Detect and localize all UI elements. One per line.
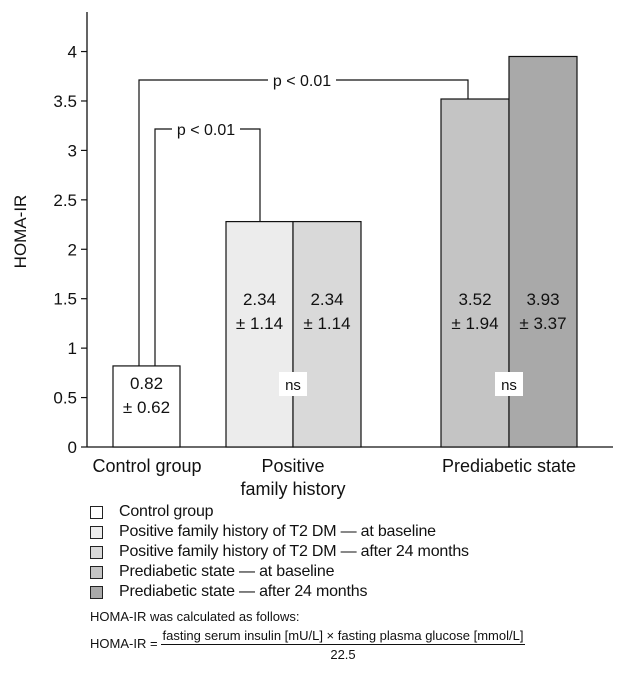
bar-sd-label: ± 1.14: [236, 314, 283, 333]
x-category-label-prediabetic: Prediabetic state: [442, 456, 576, 476]
homa-ir-bar-chart: 0 0.5 1 1.5 2 2.5 3 3.5 4 HOMA-IR 0.82 ± 0.62 2.34 ± …: [11, 12, 613, 499]
formula-fraction: fasting serum insulin [mU/L] × fasting p…: [160, 628, 526, 662]
significance-bracket-outer: [138, 79, 469, 366]
y-tick-label: 1.5: [53, 290, 77, 309]
y-axis-label: HOMA-IR: [11, 195, 30, 269]
bar-sd-label: ± 1.14: [303, 314, 350, 333]
ns-label-bg: [495, 372, 523, 396]
ns-label: ns: [285, 377, 301, 394]
x-category-label-family: Positive: [261, 456, 324, 476]
bar: [112, 365, 181, 448]
legend-swatch: [90, 565, 103, 579]
bar-value-label: 3.52: [458, 290, 491, 309]
bar: [225, 220, 294, 448]
legend-label: Positive family history of T2 DM — at ba…: [119, 523, 436, 540]
legend-item-prediabetic-24m: Prediabetic state — after 24 months: [90, 582, 469, 602]
significance-bracket-inner: [154, 128, 261, 366]
legend-swatch: [90, 505, 103, 519]
bar-sd-label: ± 1.94: [451, 314, 498, 333]
legend-item-control: Control group: [90, 502, 469, 522]
x-category-label-family-line2: family history: [240, 479, 345, 499]
formula-denominator: 22.5: [330, 647, 356, 662]
legend-swatch: [90, 585, 103, 599]
x-category-label-control: Control group: [92, 456, 201, 476]
legend-label: Prediabetic state — at baseline: [119, 563, 335, 580]
legend-label: Control group: [119, 503, 214, 520]
y-tick-label: 3.5: [53, 92, 77, 111]
legend-label: Positive family history of T2 DM — after…: [119, 543, 469, 560]
bar: [292, 220, 362, 448]
bar-sd-label: ± 0.62: [123, 398, 170, 417]
bar-sd-label: ± 3.37: [519, 314, 566, 333]
ns-label: ns: [501, 377, 517, 394]
y-tick-label: 0: [68, 438, 77, 457]
legend-item-family-24m: Positive family history of T2 DM — after…: [90, 542, 469, 562]
homa-formula: HOMA-IR = fasting serum insulin [mU/L] ×…: [90, 628, 526, 662]
y-tick-label: 0.5: [53, 389, 77, 408]
bar-value-label: 2.34: [310, 290, 343, 309]
bar-value-label: 0.82: [130, 374, 163, 393]
y-tick-label: 2.5: [53, 191, 77, 210]
legend-item-prediabetic-baseline: Prediabetic state — at baseline: [90, 562, 469, 582]
formula-intro: HOMA-IR was calculated as follows:: [90, 609, 300, 624]
y-tick-label: 4: [68, 43, 77, 62]
formula-numerator: fasting serum insulin [mU/L] × fasting p…: [160, 628, 526, 645]
legend-swatch: [90, 545, 103, 559]
bar-value-label: 3.93: [526, 290, 559, 309]
p-value-inner: p < 0.01: [177, 122, 235, 139]
p-value-outer: p < 0.01: [273, 73, 331, 90]
legend-swatch: [90, 525, 103, 539]
formula-lhs: HOMA-IR =: [90, 636, 158, 651]
y-tick-label: 2: [68, 240, 77, 259]
bar-value-label: 2.34: [243, 290, 276, 309]
legend-item-family-baseline: Positive family history of T2 DM — at ba…: [90, 522, 469, 542]
y-tick-label: 3: [68, 141, 77, 160]
ns-label-bg: [279, 372, 307, 396]
legend: Control group Positive family history of…: [90, 502, 469, 602]
legend-label: Prediabetic state — after 24 months: [119, 583, 368, 600]
y-tick-label: 1: [68, 339, 77, 358]
